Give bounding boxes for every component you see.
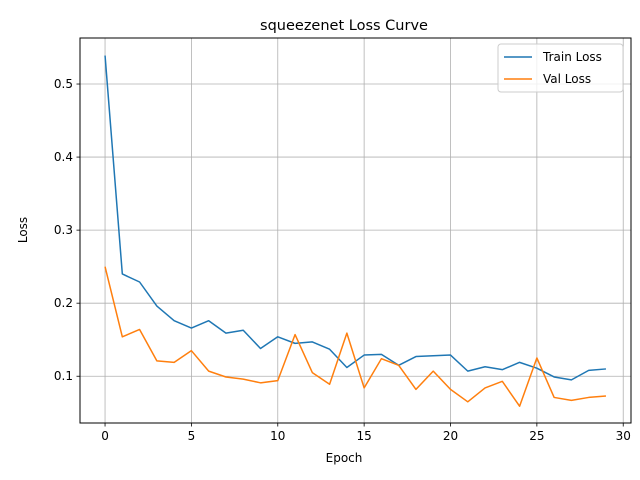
y-tick-label: 0.4: [54, 150, 73, 164]
y-tick-label: 0.5: [54, 77, 73, 91]
legend-label: Val Loss: [543, 72, 591, 86]
x-tick-label: 5: [188, 429, 196, 443]
x-tick-label: 25: [529, 429, 544, 443]
series-line-val-loss: [104, 266, 607, 407]
axis-ticks: 0 5 10 15 20 25 30 0.1 0.2 0.3 0.4 0.5: [54, 77, 631, 443]
legend-box: [497, 43, 624, 93]
x-tick-label: 20: [443, 429, 458, 443]
x-tick-label: 30: [616, 429, 631, 443]
legend: Train Loss Val Loss: [497, 43, 624, 93]
x-axis-label: Epoch: [326, 451, 363, 465]
chart-title: squeezenet Loss Curve: [260, 18, 428, 34]
x-tick-label: 15: [356, 429, 371, 443]
y-tick-label: 0.1: [54, 369, 73, 383]
grid-lines: [80, 38, 631, 423]
x-tick-label: 0: [101, 429, 109, 443]
legend-label: Train Loss: [542, 50, 602, 64]
y-axis-label: Loss: [16, 217, 30, 243]
series-lines: [104, 55, 607, 407]
x-tick-label: 10: [270, 429, 285, 443]
y-tick-label: 0.3: [54, 223, 73, 237]
y-tick-label: 0.2: [54, 296, 73, 310]
